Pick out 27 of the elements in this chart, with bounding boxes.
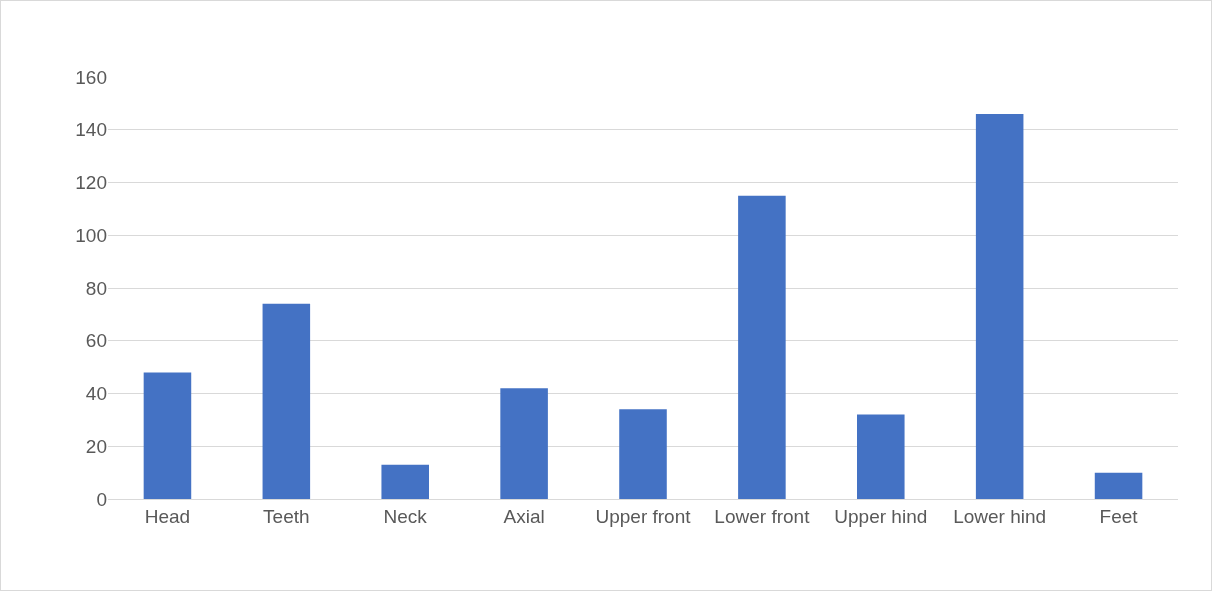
- bar: [1094, 472, 1143, 499]
- y-tick-label: 0: [96, 488, 107, 510]
- bar: [975, 113, 1024, 499]
- x-tick-label: Upper front: [595, 505, 692, 527]
- x-tick-label: Head: [144, 505, 191, 527]
- bar: [143, 372, 192, 499]
- bar: [738, 195, 786, 499]
- bar: [500, 388, 548, 499]
- y-tick-label: 80: [85, 277, 107, 299]
- y-tick-label: 100: [75, 224, 107, 246]
- bar: [857, 414, 905, 499]
- bar: [262, 303, 311, 499]
- x-tick-label: Axial: [503, 505, 545, 527]
- y-tick-label: 160: [75, 66, 107, 88]
- y-tick-label: 20: [85, 435, 107, 457]
- y-tick-label: 40: [85, 383, 107, 405]
- x-tick-label: Lower front: [714, 505, 811, 527]
- x-tick-label: Feet: [1099, 505, 1139, 527]
- y-tick-label: 120: [75, 172, 107, 194]
- y-tick-label: 140: [75, 119, 107, 141]
- x-tick-label: Lower hind: [953, 505, 1047, 527]
- x-tick-label: Neck: [383, 505, 428, 527]
- bar: [619, 409, 667, 499]
- x-tick-label: Teeth: [263, 505, 310, 527]
- bar: [381, 464, 429, 499]
- y-tick-label: 60: [85, 330, 107, 352]
- x-tick-label: Upper hind: [834, 505, 928, 527]
